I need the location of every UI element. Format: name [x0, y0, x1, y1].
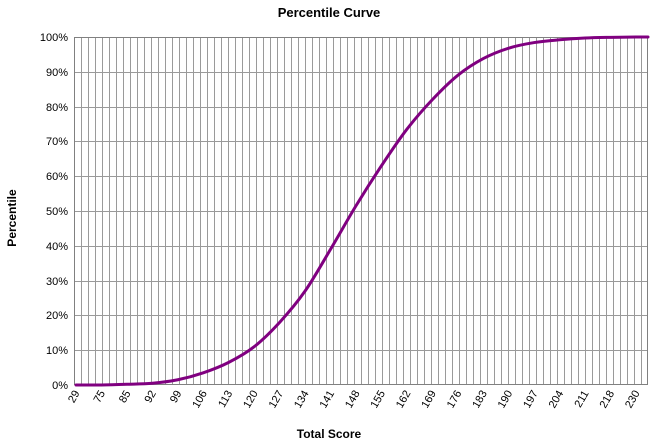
series-layer	[74, 35, 650, 387]
x-tick-label: 134	[292, 389, 312, 411]
y-tick-label: 0%	[52, 380, 68, 392]
plot-area	[74, 37, 648, 385]
x-axis-title: Total Score	[296, 427, 362, 441]
x-tick-label: 183	[470, 389, 490, 411]
y-tick-label: 90%	[46, 67, 68, 79]
x-tick-label: 155	[368, 389, 388, 411]
y-tick-label: 100%	[40, 32, 68, 44]
x-tick-label: 106	[190, 389, 210, 411]
x-axis: 29 75 85 92 99 106 113 120 127 134 141 148 155 162 169…	[66, 389, 643, 411]
x-tick-label: 92	[142, 389, 159, 406]
x-tick-label: 29	[66, 389, 83, 406]
x-tick-label: 169	[419, 389, 439, 411]
y-tick-label: 70%	[46, 136, 68, 148]
x-tick-label: 211	[573, 389, 592, 410]
y-tick-label: 30%	[46, 276, 68, 288]
chart-title: Percentile Curve	[277, 5, 381, 20]
x-tick-label: 218	[598, 389, 618, 411]
x-tick-label: 190	[496, 389, 516, 411]
x-tick-label: 113	[216, 389, 235, 410]
x-tick-label: 85	[117, 389, 134, 406]
x-tick-label: 141	[318, 389, 338, 411]
percentile-line	[74, 35, 650, 387]
y-tick-label: 10%	[46, 345, 68, 357]
x-tick-label: 230	[623, 389, 643, 411]
y-axis: 0% 10% 20% 30% 40% 50% 60% 70% 80% 90% 100%	[40, 32, 68, 392]
grid	[74, 37, 648, 385]
x-tick-label: 99	[168, 389, 185, 406]
x-tick-label: 197	[521, 389, 541, 411]
x-tick-label: 162	[394, 389, 414, 411]
y-tick-label: 80%	[46, 102, 68, 114]
x-tick-label: 204	[547, 389, 567, 411]
y-tick-label: 60%	[46, 171, 68, 183]
x-tick-label: 75	[92, 389, 109, 406]
y-tick-label: 20%	[46, 310, 68, 322]
y-tick-label: 40%	[46, 241, 68, 253]
y-tick-label: 50%	[46, 206, 68, 218]
x-tick-label: 127	[267, 389, 287, 411]
x-tick-label: 120	[241, 389, 261, 411]
x-tick-label: 148	[343, 389, 363, 411]
x-tick-label: 176	[445, 389, 465, 411]
